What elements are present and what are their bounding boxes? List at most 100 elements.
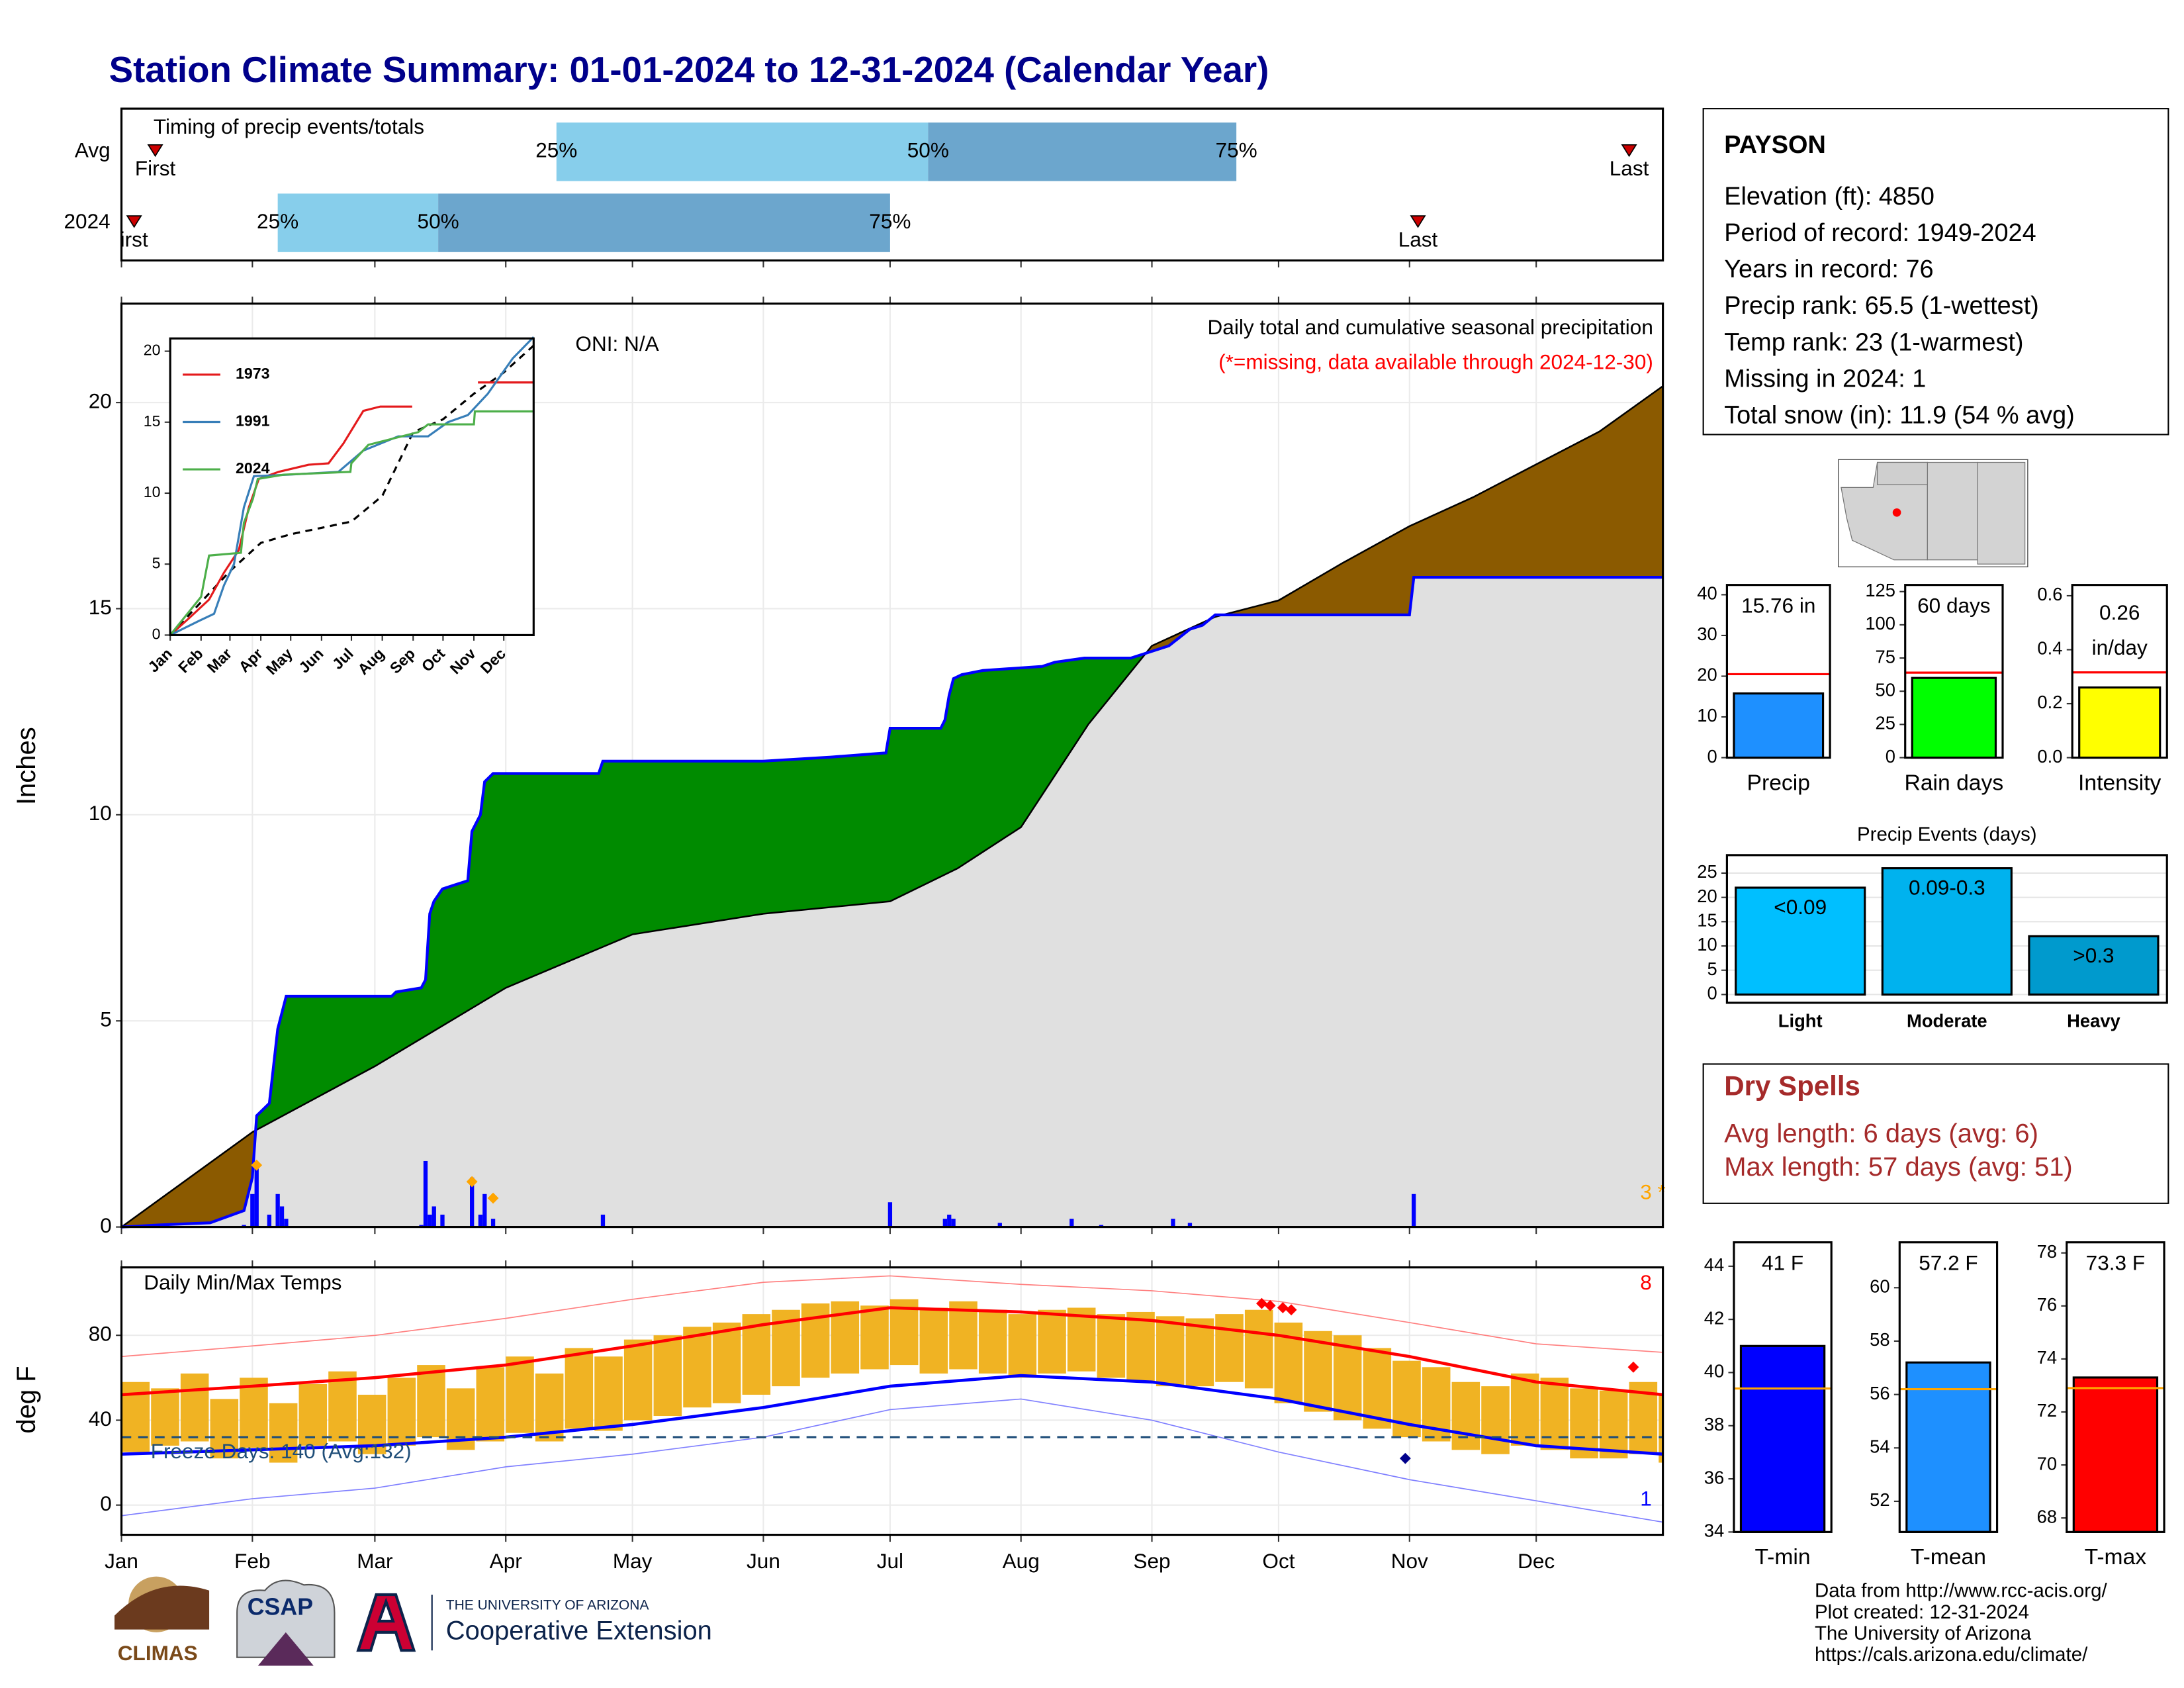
base-area [121,577,1663,1227]
count-low: 1 [1640,1486,1652,1510]
y-tick-label: 5 [1707,959,1717,979]
x-tick-label: Light [1778,1011,1823,1031]
y-tick-label: 42 [1704,1307,1724,1328]
bar [2028,935,2160,996]
x-tick-label: Jul [877,1549,903,1573]
y-tick-label: 15 [89,595,112,619]
footer-line: Plot created: 12-31-2024 [1815,1601,2029,1623]
daily-bar [428,1214,432,1227]
daily-bar [279,1206,285,1227]
dry-spells-title: Dry Spells [1724,1070,1860,1101]
ua-logo [356,1593,416,1652]
y-tick-label: 68 [2037,1506,2057,1526]
temp-range-bar [949,1301,978,1370]
y-tick-label: 0 [100,1491,112,1515]
dry-spells-line: Max length: 57 days (avg: 51) [1724,1152,2073,1182]
y-tick-label: 0 [152,626,161,643]
percent-label: 50% [907,138,949,162]
plot-border [1725,854,2168,1004]
event-label: Last [1610,156,1649,180]
event-marker [147,144,163,158]
y-tick-label: 20 [89,389,112,412]
bar [1733,692,1825,759]
climas-hill [114,1585,210,1630]
temp-range-bar [1067,1307,1096,1372]
temp-range-bar [1510,1373,1539,1446]
y-tick-label: 15 [1697,910,1717,931]
temp-range-bar [476,1367,505,1442]
y-tick-label: 54 [1870,1436,1889,1457]
daily-bar [1187,1223,1193,1227]
x-label: T-mean [1911,1545,1986,1570]
temp-range-bar [240,1378,268,1448]
temp-marker [1256,1297,1267,1309]
x-tick-label: Heavy [2067,1011,2120,1031]
y-tick-label: 10 [1697,705,1717,726]
y-axis-label: Inches [12,727,41,805]
inset-bg [170,338,534,635]
daily-bar [482,1194,487,1227]
plot-border [1904,584,2004,759]
x-tick-label: Apr [490,1549,522,1573]
value-label: 57.2 F [1919,1251,1978,1275]
daily-bar [1411,1194,1416,1227]
daily-bar [440,1214,445,1227]
bar [1905,1361,1991,1533]
temp-range-bar [298,1383,328,1446]
station-name: PAYSON [1724,131,1826,159]
bar [1911,677,1997,759]
temp-range-bar [387,1378,416,1446]
event-marker [1410,215,1426,228]
y-tick-label: 74 [2037,1347,2057,1368]
climas-text: CLIMAS [118,1641,198,1665]
daily-bar [250,1194,255,1227]
y-axis-label: deg F [12,1366,41,1433]
legend-label: 2024 [236,459,270,477]
daily-bar [432,1206,436,1227]
temp-range-bar [1156,1316,1185,1387]
plot-border [120,303,1664,1229]
y-tick-label: 70 [2037,1453,2057,1474]
unit-label: in/day [2092,635,2148,659]
csap-text: CSAP [248,1594,313,1620]
y-tick-label: 34 [1704,1521,1724,1541]
x-label: Precip [1747,771,1810,795]
temp-range-bar [978,1309,1007,1374]
record-low-line [121,1398,1663,1523]
y-tick-label: 52 [1870,1489,1889,1510]
page-title: Station Climate Summary: 01-01-2024 to 1… [109,49,1269,90]
y-tick-label: 0 [1707,983,1717,1004]
plot-border [1733,1241,1833,1533]
y-tick-label: 40 [1697,583,1717,604]
y-tick-label: 5 [100,1008,112,1031]
x-tick-label: Oct [1262,1549,1295,1573]
station-dot [1892,508,1901,517]
value-label: <0.09 [1774,895,1827,919]
percent-label: 50% [418,209,459,233]
quartile-bar [928,122,1237,181]
plot-border [2071,584,2168,759]
y-tick-label: 0.2 [2037,692,2062,712]
station-line: Precip rank: 65.5 (1-wettest) [1724,292,2039,320]
bar [2072,1376,2159,1533]
temp-range-bar [1215,1314,1244,1382]
y-tick-label: 10 [1697,934,1717,955]
normal-line [120,385,1664,1228]
y-tick-label: 40 [89,1407,112,1430]
temp-range-bar [860,1305,889,1370]
y-tick-label: 125 [1865,580,1895,600]
event-label: Last [1398,227,1438,251]
legend-label: 1991 [236,412,270,430]
value-label: 0.09-0.3 [1909,876,1985,900]
y-tick-label: 75 [1876,646,1895,667]
y-tick-label: 25 [1876,713,1895,733]
y-tick-label: 58 [1870,1329,1889,1350]
x-tick-label: Dec [1518,1549,1555,1573]
y-tick-label: 38 [1704,1414,1724,1434]
temp-range-bar [269,1403,298,1463]
percent-label: 25% [257,209,298,233]
event-label: irst [120,227,148,251]
footer-line: https://cals.arizona.edu/climate/ [1815,1644,2088,1665]
temp-range-bar [1185,1318,1214,1387]
temp-range-bar [1244,1309,1273,1389]
